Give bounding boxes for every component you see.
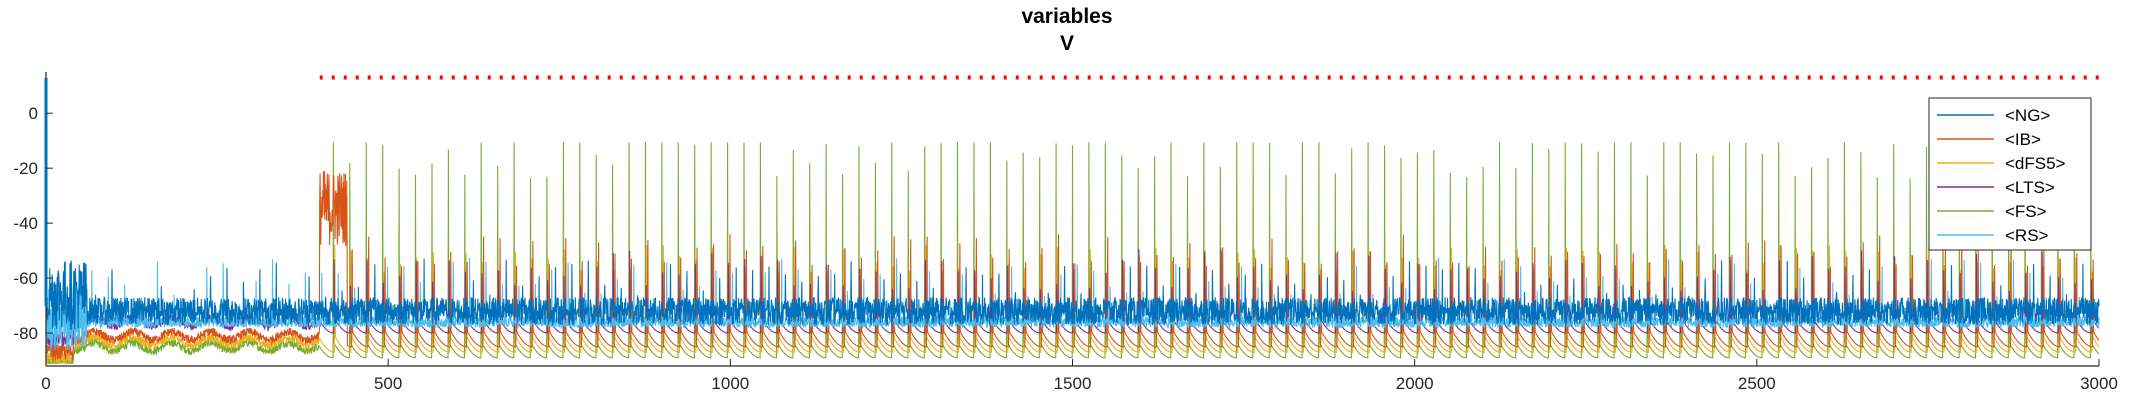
chart-subtitle: V <box>1060 32 1074 55</box>
legend-label: <dFS5> <box>2005 154 2066 173</box>
legend-label: <IB> <box>2005 130 2041 149</box>
legend-label: <RS> <box>2005 226 2049 245</box>
legend: <NG> <IB> <dFS5> <LTS> <FS> <RS> <box>1928 97 2092 251</box>
y-tick-label: -20 <box>13 159 38 178</box>
series-line-fs <box>45 142 2100 366</box>
series-line-ib <box>45 170 2100 362</box>
legend-box <box>1928 97 2092 251</box>
x-ticks-group: 0 500 1000 1500 2000 2500 3000 <box>41 359 2118 393</box>
chart-title: variables <box>1021 5 1112 28</box>
legend-label: <LTS> <box>2005 178 2055 197</box>
x-tick-label: 3000 <box>2080 374 2118 393</box>
y-tick-label: -60 <box>13 269 38 288</box>
y-tick-label: -80 <box>13 324 38 343</box>
series-line-ng <box>45 258 2100 330</box>
x-tick-label: 2000 <box>1396 374 1434 393</box>
legend-label: <NG> <box>2005 106 2050 125</box>
plot-traces <box>45 142 2100 366</box>
x-tick-label: 1000 <box>711 374 749 393</box>
x-tick-label: 0 <box>41 374 50 393</box>
series-line-dfs5 <box>45 244 2100 364</box>
y-tick-label: 0 <box>29 104 38 123</box>
x-tick-label: 1500 <box>1054 374 1092 393</box>
legend-label: <FS> <box>2005 202 2047 221</box>
x-tick-label: 2500 <box>1738 374 1776 393</box>
y-ticks-group: 0 -20 -40 -60 -80 <box>13 104 53 343</box>
x-tick-label: 500 <box>374 374 402 393</box>
y-tick-label: -40 <box>13 214 38 233</box>
